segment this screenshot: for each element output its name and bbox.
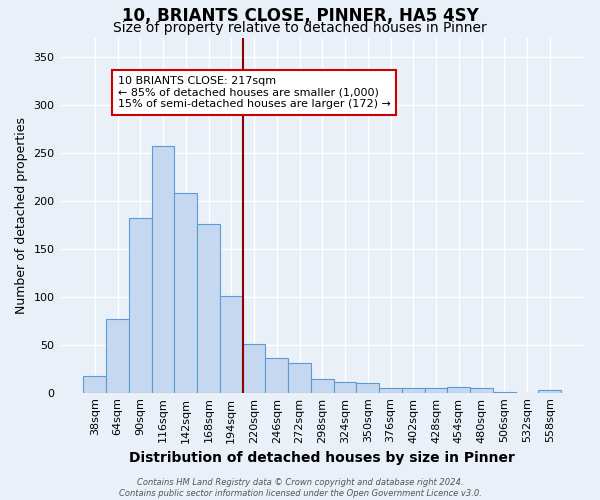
Bar <box>402 388 425 392</box>
Bar <box>425 388 448 392</box>
Bar <box>106 319 129 392</box>
Bar <box>379 388 402 392</box>
Bar <box>152 146 175 392</box>
Text: Size of property relative to detached houses in Pinner: Size of property relative to detached ho… <box>113 21 487 35</box>
Bar <box>356 383 379 392</box>
Y-axis label: Number of detached properties: Number of detached properties <box>15 116 28 314</box>
Bar <box>334 382 356 392</box>
Text: Contains HM Land Registry data © Crown copyright and database right 2024.
Contai: Contains HM Land Registry data © Crown c… <box>119 478 481 498</box>
Text: 10, BRIANTS CLOSE, PINNER, HA5 4SY: 10, BRIANTS CLOSE, PINNER, HA5 4SY <box>122 8 478 26</box>
Text: 10 BRIANTS CLOSE: 217sqm
← 85% of detached houses are smaller (1,000)
15% of sem: 10 BRIANTS CLOSE: 217sqm ← 85% of detach… <box>118 76 391 109</box>
Bar <box>311 379 334 392</box>
Bar <box>220 296 242 392</box>
Bar <box>288 363 311 392</box>
Bar <box>470 388 493 392</box>
Bar <box>83 376 106 392</box>
Bar <box>242 344 265 392</box>
Bar <box>448 387 470 392</box>
Bar <box>265 358 288 392</box>
Bar <box>538 390 561 392</box>
Bar <box>197 224 220 392</box>
X-axis label: Distribution of detached houses by size in Pinner: Distribution of detached houses by size … <box>130 451 515 465</box>
Bar <box>129 218 152 392</box>
Bar <box>175 193 197 392</box>
